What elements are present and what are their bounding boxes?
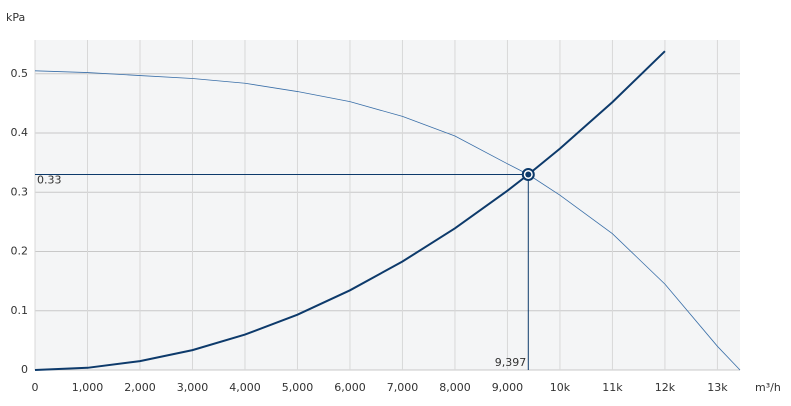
y-tick-label: 0.4	[11, 126, 29, 139]
y-tick-label: 0.5	[11, 67, 29, 80]
x-tick-label: 12k	[655, 381, 676, 394]
y-tick-label: 0.2	[11, 245, 29, 258]
x-tick-label: 8,000	[439, 381, 471, 394]
series-line	[34, 70, 741, 371]
x-tick-label: 5,000	[282, 381, 314, 394]
y-tick-label: 0	[21, 363, 28, 376]
x-axis-label: m³/h	[755, 381, 781, 394]
x-tick-label: 1,000	[72, 381, 104, 394]
value-label: 0.33	[37, 173, 62, 186]
operating-point-dot	[525, 171, 532, 178]
plot-area	[35, 40, 740, 370]
x-tick-label: 0	[32, 381, 39, 394]
x-tick-label: 9,000	[492, 381, 524, 394]
x-tick-label: 4,000	[229, 381, 261, 394]
y-axis-label: kPa	[6, 11, 25, 24]
y-tick-label: 0.3	[11, 185, 29, 198]
x-tick-label: 7,000	[387, 381, 419, 394]
series-line	[34, 50, 666, 371]
x-tick-label: 13k	[707, 381, 728, 394]
value-label: 9,397	[495, 356, 527, 369]
x-tick-label: 6,000	[334, 381, 366, 394]
x-tick-label: 2,000	[124, 381, 156, 394]
y-tick-label: 0.1	[11, 304, 29, 317]
x-tick-label: 10k	[550, 381, 571, 394]
x-tick-label: 11k	[602, 381, 623, 394]
x-tick-label: 3,000	[177, 381, 209, 394]
